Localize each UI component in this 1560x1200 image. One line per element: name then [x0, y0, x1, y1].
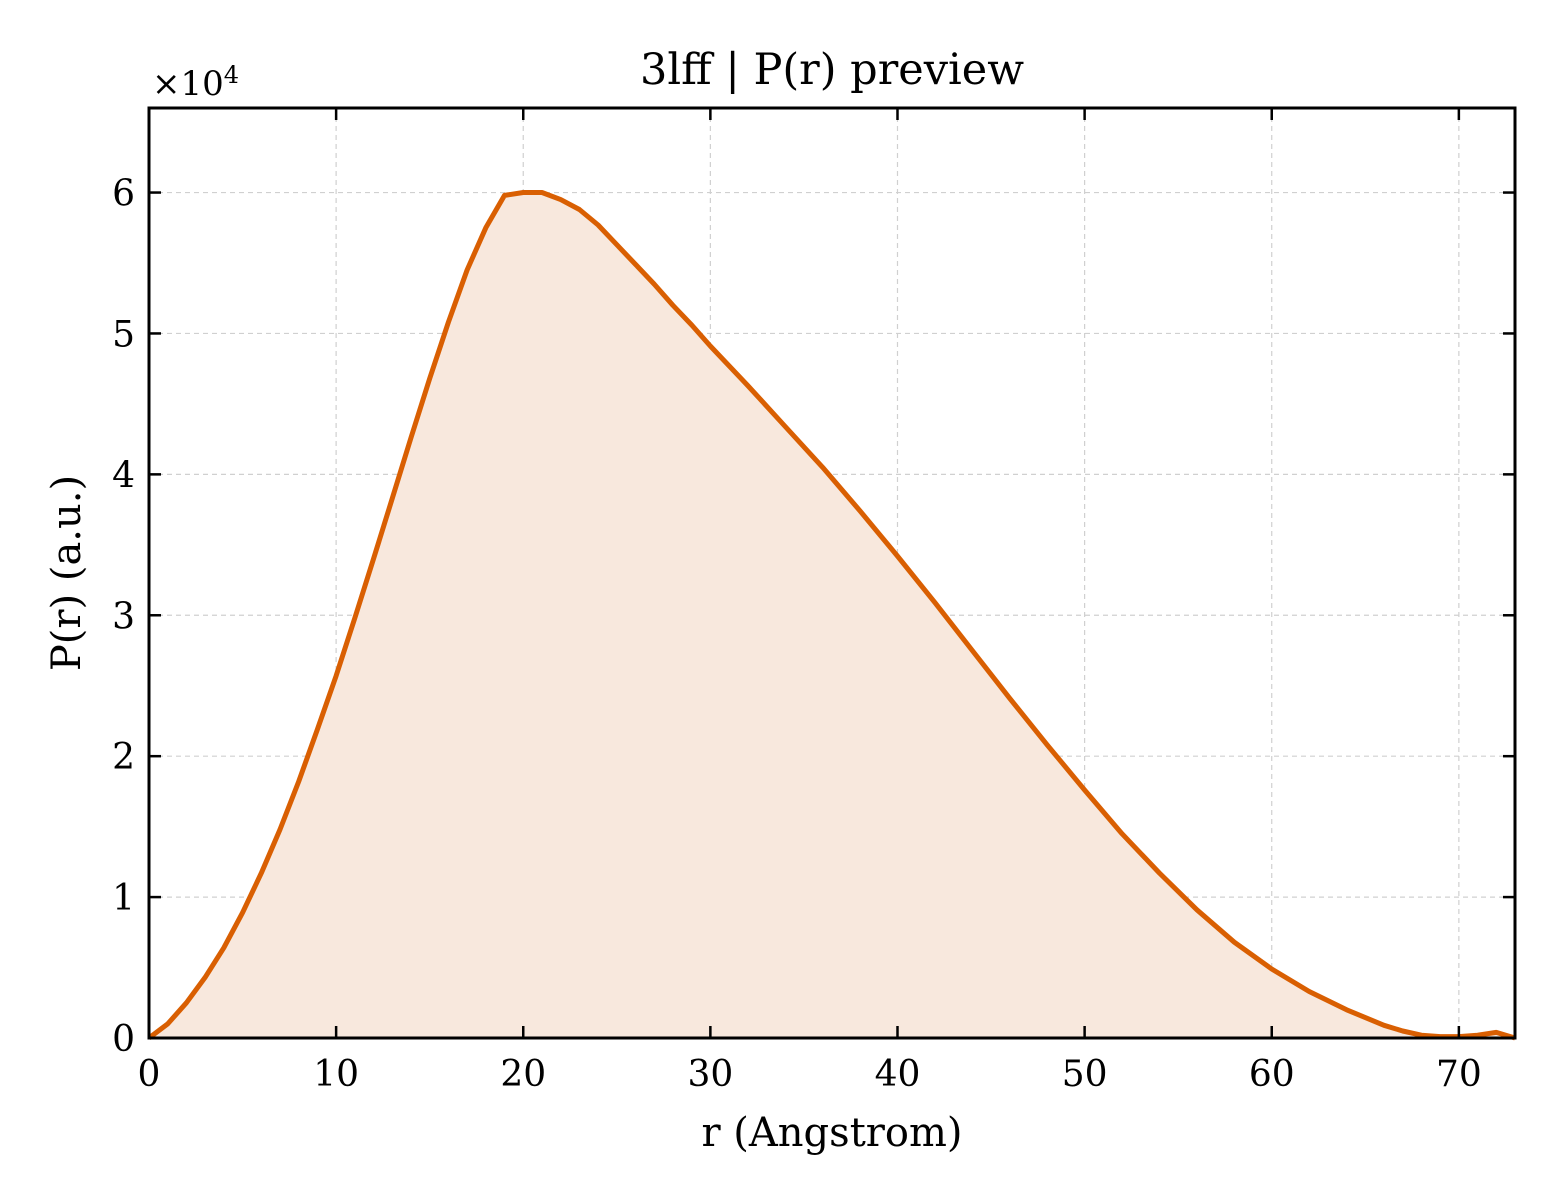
x-tick-label: 70	[1436, 1054, 1482, 1095]
x-tick-label: 0	[138, 1054, 161, 1095]
x-tick-label: 20	[500, 1054, 546, 1095]
plot-frame	[147, 106, 1517, 1040]
chart-title: 3lff | P(r) preview	[640, 45, 1024, 95]
y-multiplier-base: ×10	[152, 64, 224, 104]
y-axis-multiplier: ×104	[152, 61, 239, 104]
y-multiplier-exponent: 4	[224, 61, 239, 89]
y-tick-label: 1	[112, 878, 135, 919]
x-tick-label: 30	[687, 1054, 733, 1095]
y-tick-label: 2	[112, 737, 135, 778]
axis-ticks	[147, 108, 1515, 1040]
area-fill	[149, 192, 1515, 1038]
series-line	[147, 190, 1516, 1041]
x-tick-label: 10	[313, 1054, 359, 1095]
y-axis-label: P(r) (a.u.)	[44, 475, 90, 671]
y-tick-label: 3	[112, 596, 135, 637]
y-tick-label: 5	[112, 314, 135, 355]
y-tick-label: 4	[112, 455, 135, 496]
x-axis-label: r (Angstrom)	[701, 1110, 962, 1156]
x-tick-label: 50	[1062, 1054, 1108, 1095]
x-tick-label: 60	[1249, 1054, 1295, 1095]
y-tick-label: 6	[112, 174, 135, 215]
tick-labels: 0 10 20 30 40 50 60 70 0 1 2 3 4 5 6	[112, 174, 1482, 1095]
y-tick-label: 0	[112, 1019, 135, 1060]
x-tick-label: 40	[875, 1054, 921, 1095]
